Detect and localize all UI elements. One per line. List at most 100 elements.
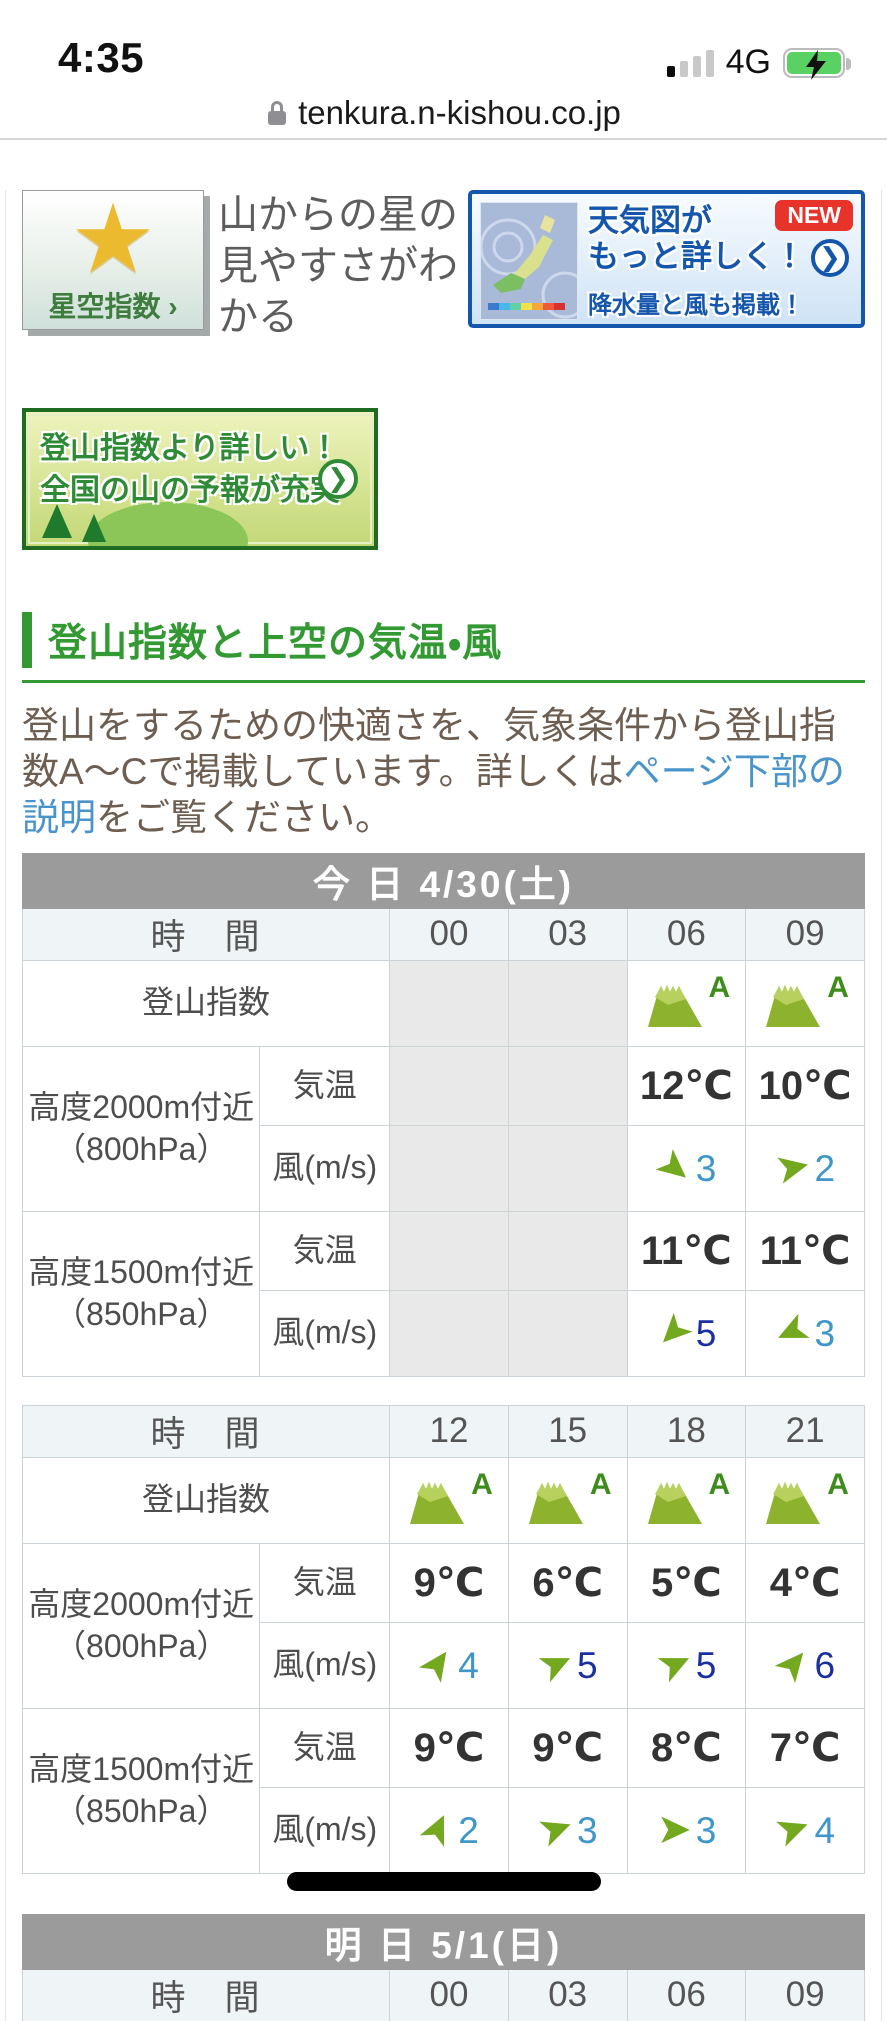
page-content: ★ 星空指数 › 山からの星の見やすさがわかる bbox=[5, 190, 882, 2021]
wind-speed-value: 2 bbox=[458, 1810, 479, 1852]
description-text: 登山をするための快適さを、気象条件から登山指数A～Cで掲載しています。詳しくは bbox=[22, 704, 836, 792]
climbing-index-cell: A bbox=[745, 1456, 865, 1544]
wind-direction-arrow-icon: ➤ bbox=[767, 1303, 819, 1362]
temp-cell: 5℃ bbox=[626, 1542, 747, 1623]
wind-direction-arrow-icon: ➤ bbox=[770, 1139, 815, 1194]
page-bottom-explanation-link[interactable]: ページ下部の説明 bbox=[22, 750, 845, 838]
wind-cell bbox=[389, 1124, 509, 1212]
mountain-icon bbox=[647, 1481, 702, 1524]
temp-cell: 9℃ bbox=[389, 1707, 509, 1788]
map-banner-title-line2: もっと詳しく！ bbox=[588, 239, 805, 275]
wind-cell: ➤5 bbox=[626, 1289, 747, 1377]
weather-map-banner[interactable]: 天気図が もっと詳しく！ ❯ 降水量と風も掲載！ NEW bbox=[468, 190, 865, 328]
temp-cell bbox=[389, 1210, 509, 1291]
time-cell: 09 bbox=[745, 907, 865, 961]
climbing-index-cell: A bbox=[626, 959, 747, 1047]
wind-speed-value: 3 bbox=[576, 1810, 598, 1852]
map-banner-subtitle: 降水量と風も掲載！ bbox=[588, 291, 804, 319]
temp-cell: 9℃ bbox=[389, 1542, 509, 1623]
today-forecast-table-am: 今 日 4/30(土) 時 間 00 03 06 09 登山指数 A A 高度2… bbox=[21, 852, 865, 1377]
wind-speed-value: 2 bbox=[814, 1148, 836, 1190]
time-row-label: 時 間 bbox=[21, 907, 391, 961]
temp-cell bbox=[389, 1045, 509, 1126]
climbing-index-cell: A bbox=[745, 959, 865, 1047]
wind-direction-arrow-icon: ➤ bbox=[656, 1805, 692, 1853]
mountain-icon bbox=[410, 1481, 465, 1524]
green-banner-line1: 登山指数より詳しい！ bbox=[40, 431, 340, 465]
altitude-1500m-label: 高度1500m付近 （850hPa） bbox=[21, 1210, 261, 1377]
wind-direction-arrow-icon: ➤ bbox=[648, 1634, 700, 1693]
time-cell: 00 bbox=[389, 1968, 509, 2021]
tree-icon bbox=[82, 513, 106, 542]
time-cell: 15 bbox=[507, 1404, 628, 1458]
clock: 4:35 bbox=[58, 34, 145, 81]
wind-cell: ➤4 bbox=[389, 1621, 509, 1709]
wind-cell: ➤3 bbox=[626, 1786, 747, 1874]
mountain-icon bbox=[766, 984, 821, 1027]
wind-label: 風(m/s) bbox=[259, 1289, 391, 1377]
temp-cell: 11℃ bbox=[626, 1210, 747, 1291]
time-cell: 06 bbox=[626, 1968, 747, 2021]
national-mountain-forecast-banner[interactable]: 登山指数より詳しい！ 全国の山の予報が充実 ❯ bbox=[22, 407, 378, 550]
wind-cell: ➤6 bbox=[745, 1621, 865, 1709]
starry-sky-index-banner[interactable]: ★ 星空指数 › bbox=[22, 190, 204, 330]
wind-speed-value: 5 bbox=[576, 1645, 598, 1687]
time-cell: 03 bbox=[507, 1968, 628, 2021]
time-cell: 06 bbox=[626, 907, 747, 961]
temp-label: 気温 bbox=[259, 1707, 391, 1788]
wind-speed-value: 3 bbox=[814, 1313, 836, 1355]
tomorrow-forecast-table: 明 日 5/1(日) 時 間 00 03 06 09 bbox=[21, 1913, 865, 2021]
temp-label: 気温 bbox=[259, 1542, 391, 1623]
japan-weather-map-thumbnail bbox=[479, 202, 589, 320]
index-grade-label: A bbox=[827, 970, 849, 1004]
day-header-today: 今 日 4/30(土) bbox=[22, 852, 865, 909]
temp-label: 気温 bbox=[259, 1045, 391, 1126]
wind-label: 風(m/s) bbox=[259, 1621, 391, 1709]
time-cell: 21 bbox=[745, 1404, 865, 1458]
temp-cell bbox=[507, 1045, 628, 1126]
temp-cell: 7℃ bbox=[745, 1707, 865, 1788]
tree-icon bbox=[42, 503, 72, 538]
wind-speed-value: 5 bbox=[695, 1645, 717, 1687]
index-grade-label: A bbox=[471, 1467, 493, 1501]
time-row-label: 時 間 bbox=[21, 1404, 391, 1458]
section-title: 登山指数と上空の気温・風 bbox=[22, 611, 865, 668]
url-bar[interactable]: tenkura.n-kishou.co.jp bbox=[0, 88, 887, 138]
wind-direction-arrow-icon: ➤ bbox=[763, 1635, 822, 1693]
mountain-icon bbox=[528, 1481, 583, 1524]
divider bbox=[0, 138, 887, 140]
home-indicator[interactable] bbox=[287, 1872, 601, 1891]
climbing-index-label: 登山指数 bbox=[21, 1456, 391, 1544]
time-cell: 18 bbox=[626, 1404, 747, 1458]
time-row-label: 時 間 bbox=[21, 1968, 391, 2021]
lock-icon bbox=[268, 101, 287, 125]
signal-strength-icon bbox=[666, 49, 714, 77]
wind-direction-arrow-icon: ➤ bbox=[406, 1635, 466, 1692]
battery-charging-icon bbox=[783, 47, 851, 80]
wind-cell: ➤3 bbox=[745, 1289, 865, 1377]
temp-label: 気温 bbox=[259, 1210, 391, 1291]
temp-cell: 9℃ bbox=[507, 1707, 628, 1788]
wind-cell: ➤2 bbox=[389, 1786, 509, 1874]
time-cell: 09 bbox=[745, 1968, 865, 2021]
index-grade-label: A bbox=[708, 1467, 731, 1501]
temp-cell: 4℃ bbox=[745, 1542, 865, 1623]
altitude-2000m-label: 高度2000m付近 （800hPa） bbox=[21, 1542, 261, 1709]
time-cell: 12 bbox=[389, 1404, 509, 1458]
time-cell: 00 bbox=[389, 907, 509, 961]
wind-cell: ➤3 bbox=[507, 1786, 628, 1874]
temp-cell: 11℃ bbox=[745, 1210, 865, 1291]
temp-cell: 6℃ bbox=[507, 1542, 628, 1623]
wind-direction-arrow-icon: ➤ bbox=[529, 1634, 582, 1693]
wind-speed-value: 4 bbox=[814, 1810, 836, 1852]
wind-cell: ➤2 bbox=[745, 1124, 865, 1212]
temp-cell: 10℃ bbox=[745, 1045, 865, 1126]
star-icon: ★ bbox=[69, 186, 157, 293]
climbing-index-cell bbox=[389, 959, 509, 1047]
time-cell: 03 bbox=[507, 907, 628, 961]
wind-direction-arrow-icon: ➤ bbox=[645, 1303, 704, 1362]
wind-cell bbox=[507, 1124, 628, 1212]
wind-speed-value: 4 bbox=[458, 1645, 479, 1687]
mountain-icon bbox=[647, 984, 702, 1027]
altitude-2000m-label: 高度2000m付近 （800hPa） bbox=[21, 1045, 261, 1212]
